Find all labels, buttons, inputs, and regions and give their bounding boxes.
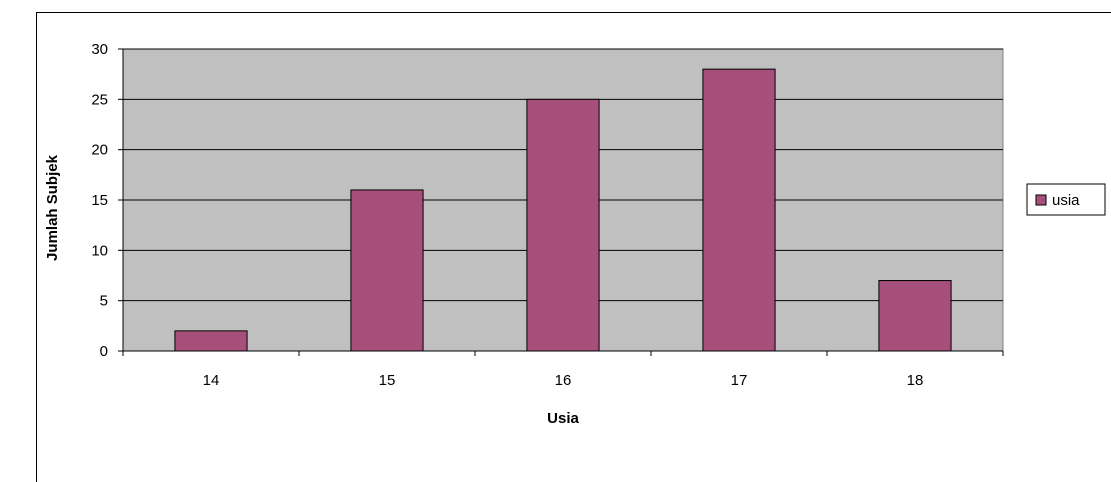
bars <box>174 68 952 352</box>
x-tick-labels: 14 15 16 17 18 <box>203 372 924 389</box>
legend-label: usia <box>1052 192 1080 209</box>
y-tick-label: 5 <box>100 293 108 310</box>
bar-14 <box>174 330 248 352</box>
bar-17 <box>702 68 776 352</box>
y-axis-title: Jumlah Subjek <box>44 154 61 261</box>
bar-18 <box>878 280 952 352</box>
bar-chart: 0 5 10 15 20 25 30 14 15 16 17 18 Usia Jumlah Subj… <box>44 41 1106 427</box>
x-axis-title: Usia <box>547 410 579 427</box>
x-tick-label: 14 <box>203 372 220 389</box>
x-tick-label: 16 <box>555 372 572 389</box>
bar-15 <box>350 189 424 352</box>
x-tick-label: 18 <box>907 372 924 389</box>
x-tick-label: 17 <box>731 372 748 389</box>
legend: usia <box>1026 183 1106 216</box>
y-tick-label: 25 <box>91 91 108 108</box>
legend-swatch <box>1035 194 1047 206</box>
y-tick-label: 15 <box>91 192 108 209</box>
y-tick-label: 20 <box>91 142 108 159</box>
chart-frame <box>36 12 1111 482</box>
y-tick-label: 10 <box>91 242 108 259</box>
y-tick-label: 30 <box>91 41 108 58</box>
y-tick-labels: 0 5 10 15 20 25 30 <box>91 41 108 360</box>
y-tick-label: 0 <box>100 343 108 360</box>
bar-16 <box>526 98 600 352</box>
axes <box>118 48 1004 356</box>
x-tick-label: 15 <box>379 372 396 389</box>
